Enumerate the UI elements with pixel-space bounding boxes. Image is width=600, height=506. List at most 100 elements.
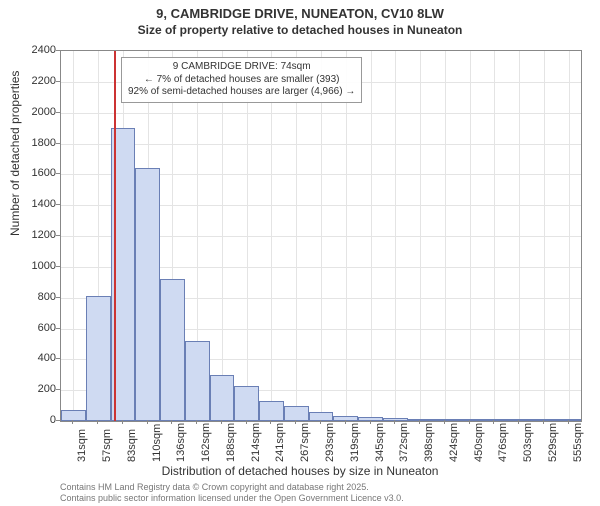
title-main: 9, CAMBRIDGE DRIVE, NUNEATON, CV10 8LW <box>0 6 600 21</box>
xtick-label: 398sqm <box>423 423 435 462</box>
ytick-label: 800 <box>16 291 56 303</box>
histogram-bar <box>185 341 210 421</box>
histogram-bar <box>556 419 581 421</box>
xtick-mark <box>518 420 519 424</box>
ytick-label: 2200 <box>16 75 56 87</box>
ytick-label: 1000 <box>16 260 56 272</box>
ytick-label: 400 <box>16 352 56 364</box>
xtick-label: 424sqm <box>448 423 460 462</box>
ytick-mark <box>56 50 60 51</box>
xtick-mark <box>469 420 470 424</box>
xtick-label: 529sqm <box>547 423 559 462</box>
xtick-label: 83sqm <box>126 429 138 462</box>
histogram-bar <box>333 416 358 421</box>
xtick-mark <box>295 420 296 424</box>
xtick-mark <box>419 420 420 424</box>
xtick-mark <box>97 420 98 424</box>
y-axis-label: Number of detached properties <box>8 71 22 236</box>
xtick-mark <box>370 420 371 424</box>
xtick-label: 214sqm <box>250 423 262 462</box>
histogram-bar <box>160 279 185 421</box>
annotation-line3: 92% of semi-detached houses are larger (… <box>128 86 355 99</box>
xtick-label: 31sqm <box>76 429 88 462</box>
histogram-bar <box>234 386 259 421</box>
xtick-label: 267sqm <box>299 423 311 462</box>
ytick-label: 200 <box>16 383 56 395</box>
annotation-box: 9 CAMBRIDGE DRIVE: 74sqm ← 7% of detache… <box>121 57 362 103</box>
ytick-label: 1600 <box>16 167 56 179</box>
gridline-v <box>222 51 223 421</box>
ytick-mark <box>56 266 60 267</box>
xtick-mark <box>72 420 73 424</box>
histogram-bar <box>259 401 284 421</box>
xtick-mark <box>147 420 148 424</box>
ytick-label: 0 <box>16 414 56 426</box>
xtick-mark <box>493 420 494 424</box>
gridline-v <box>569 51 570 421</box>
ytick-mark <box>56 143 60 144</box>
xtick-label: 345sqm <box>374 423 386 462</box>
histogram-bar <box>61 410 86 421</box>
xtick-mark <box>246 420 247 424</box>
histogram-bar <box>135 168 160 421</box>
gridline-v <box>346 51 347 421</box>
ytick-mark <box>56 81 60 82</box>
xtick-label: 319sqm <box>349 423 361 462</box>
ytick-mark <box>56 235 60 236</box>
xtick-mark <box>270 420 271 424</box>
ytick-label: 600 <box>16 322 56 334</box>
xtick-label: 450sqm <box>473 423 485 462</box>
gridline-v <box>445 51 446 421</box>
ytick-mark <box>56 328 60 329</box>
gridline-v <box>395 51 396 421</box>
x-axis-label: Distribution of detached houses by size … <box>0 464 600 478</box>
xtick-mark <box>568 420 569 424</box>
xtick-mark <box>221 420 222 424</box>
histogram-bar <box>210 375 235 421</box>
footer: Contains HM Land Registry data © Crown c… <box>60 482 404 504</box>
chart-area: 9 CAMBRIDGE DRIVE: 74sqm ← 7% of detache… <box>60 50 582 422</box>
annotation-line1: 9 CAMBRIDGE DRIVE: 74sqm <box>128 61 355 74</box>
plot <box>61 51 581 421</box>
title-sub: Size of property relative to detached ho… <box>0 23 600 37</box>
xtick-label: 241sqm <box>274 423 286 462</box>
xtick-label: 555sqm <box>572 423 584 462</box>
ytick-mark <box>56 204 60 205</box>
reference-line <box>114 51 116 421</box>
gridline-v <box>247 51 248 421</box>
gridline-v <box>73 51 74 421</box>
xtick-label: 293sqm <box>324 423 336 462</box>
annotation-line2: ← 7% of detached houses are smaller (393… <box>128 74 355 87</box>
xtick-mark <box>543 420 544 424</box>
histogram-bar <box>358 417 383 421</box>
xtick-label: 188sqm <box>225 423 237 462</box>
gridline-v <box>519 51 520 421</box>
histogram-bar <box>457 419 482 421</box>
ytick-label: 2000 <box>16 106 56 118</box>
xtick-label: 136sqm <box>175 423 187 462</box>
gridline-v <box>470 51 471 421</box>
footer-line1: Contains HM Land Registry data © Crown c… <box>60 482 404 493</box>
xtick-label: 476sqm <box>497 423 509 462</box>
ytick-mark <box>56 420 60 421</box>
gridline-v <box>271 51 272 421</box>
xtick-label: 503sqm <box>522 423 534 462</box>
gridline-v <box>321 51 322 421</box>
xtick-mark <box>122 420 123 424</box>
xtick-label: 110sqm <box>151 424 163 462</box>
gridline-v <box>371 51 372 421</box>
xtick-mark <box>345 420 346 424</box>
ytick-mark <box>56 358 60 359</box>
ytick-mark <box>56 112 60 113</box>
xtick-mark <box>444 420 445 424</box>
xtick-mark <box>394 420 395 424</box>
ytick-mark <box>56 173 60 174</box>
gridline-v <box>296 51 297 421</box>
xtick-label: 372sqm <box>398 423 410 462</box>
ytick-mark <box>56 389 60 390</box>
histogram-bar <box>432 419 457 421</box>
xtick-mark <box>171 420 172 424</box>
ytick-label: 1200 <box>16 229 56 241</box>
xtick-label: 57sqm <box>101 429 113 462</box>
ytick-label: 1400 <box>16 198 56 210</box>
